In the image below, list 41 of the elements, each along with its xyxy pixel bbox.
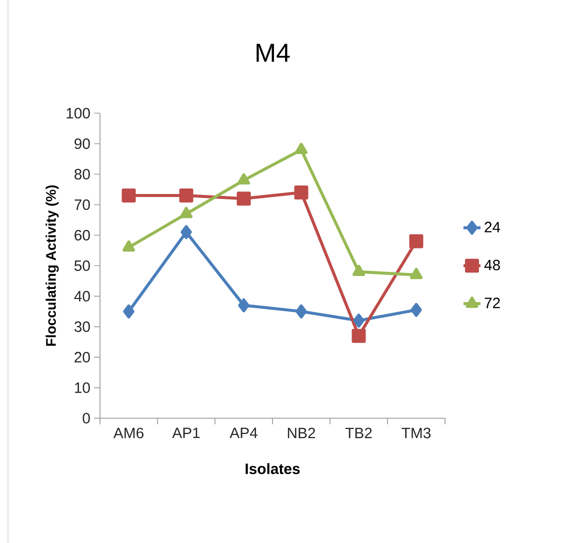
point	[352, 328, 366, 343]
x-tick-label: AM6	[113, 428, 144, 438]
y-tick-label: 50	[74, 260, 90, 271]
x-tick-label: NB2	[288, 428, 316, 438]
y-tick-label: 20	[74, 352, 90, 362]
point	[410, 268, 423, 279]
x-tick-label: TB2	[345, 428, 372, 438]
y-tick-label: 40	[74, 290, 90, 302]
y-tick-label: 10	[75, 382, 90, 393]
y-tick-label: 70	[74, 199, 90, 210]
point	[409, 234, 424, 248]
point	[122, 188, 136, 202]
point	[238, 173, 250, 184]
point	[410, 302, 422, 317]
point	[236, 191, 251, 206]
y-tick-label: 0	[82, 412, 90, 424]
y-tick-label: 100	[66, 108, 90, 118]
point	[123, 304, 134, 318]
point	[294, 185, 308, 200]
legend-label: 24	[484, 222, 500, 232]
point	[180, 224, 192, 239]
x-axis-title: Isolates	[246, 462, 300, 474]
y-tick-label: 60	[74, 230, 90, 240]
legend-label: 72	[484, 297, 500, 308]
point	[353, 313, 364, 328]
x-tick-label: AP4	[230, 428, 258, 438]
point	[180, 206, 193, 218]
y-tick-label: 90	[74, 138, 90, 149]
y-axis-title: Flocculating Activity (%)	[46, 185, 59, 346]
chart-title: M4	[256, 44, 290, 62]
x-tick-label: TM3	[402, 428, 431, 438]
point	[179, 188, 194, 202]
y-tick-label: 30	[74, 321, 90, 332]
y-tick-label: 80	[74, 168, 90, 180]
x-tick-label: AP1	[172, 428, 200, 438]
point	[295, 142, 308, 154]
point	[122, 240, 136, 252]
point	[296, 304, 307, 318]
legend-label: 48	[484, 260, 500, 270]
point	[238, 298, 250, 312]
point	[352, 264, 366, 276]
